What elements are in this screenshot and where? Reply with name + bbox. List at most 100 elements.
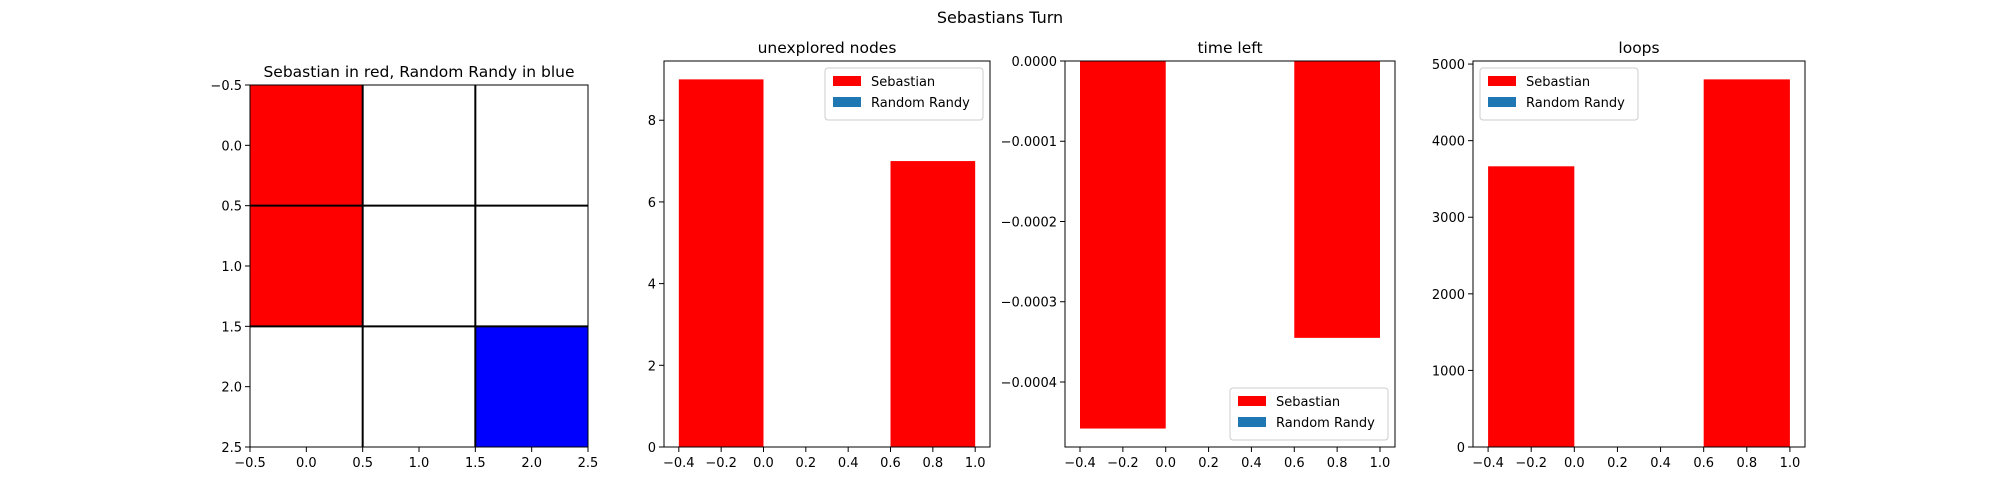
- x-tick-label: 0.4: [1241, 456, 1262, 471]
- grid-cell: [362, 326, 476, 447]
- y-tick-label: 2.0: [221, 381, 242, 396]
- x-tick-label: 0.5: [352, 456, 373, 471]
- x-tick-label: −0.4: [1472, 456, 1504, 471]
- x-tick-label: 0.8: [1736, 456, 1757, 471]
- legend-swatch: [833, 97, 861, 107]
- x-tick-label: 1.0: [965, 456, 986, 471]
- grid-cell: [250, 85, 363, 206]
- legend-swatch: [833, 76, 861, 86]
- y-tick-label: 4: [648, 278, 656, 293]
- legend-box: [1229, 387, 1389, 441]
- x-tick-label: 0.0: [1155, 456, 1176, 471]
- legend-label: Random Randy: [1526, 96, 1625, 111]
- grid-cell: [250, 326, 363, 447]
- y-tick-label: 1.0: [221, 260, 242, 275]
- x-tick-label: 1.0: [1780, 456, 1801, 471]
- x-tick-label: 0.0: [753, 456, 774, 471]
- grid-cell: [362, 205, 476, 327]
- y-tick-label: −0.0002: [1001, 215, 1057, 230]
- y-tick-label: 0: [1457, 441, 1465, 456]
- bar-chart-1: −0.4 −0.2 0.0 0.2 0.4 0.6 0.8 1.0 0 2 4 6 8 unexplore…: [648, 39, 991, 471]
- legend-swatch: [1238, 396, 1266, 406]
- legend-swatch: [1238, 417, 1266, 427]
- x-tick-label: −0.4: [1064, 456, 1096, 471]
- grid-cell: [362, 85, 476, 206]
- legend-box: [824, 67, 984, 121]
- axes-frame: [663, 60, 991, 448]
- x-tick-label: 0.6: [1693, 456, 1714, 471]
- x-tick-label: −0.2: [705, 456, 737, 471]
- y-tick-label: 2.5: [221, 441, 242, 456]
- y-tick-label: −0.0003: [1001, 296, 1057, 311]
- bar-chart-3: −0.4 −0.2 0.0 0.2 0.4 0.6 0.8 1.0 0 1000 2000 3000 4…: [1432, 39, 1806, 471]
- legend-swatch: [1488, 97, 1516, 107]
- legend-label: Random Randy: [871, 96, 970, 111]
- bar-sebastian: [890, 161, 976, 447]
- y-tick-label: 0.0000: [1012, 55, 1058, 70]
- y-tick-label: 2: [648, 359, 656, 374]
- bar-sebastian: [1294, 61, 1380, 338]
- y-tick-label: 4000: [1432, 135, 1465, 150]
- grid-cell: [475, 326, 588, 447]
- legend-label: Random Randy: [1276, 416, 1375, 431]
- chart-title: time left: [1197, 39, 1262, 57]
- x-tick-label: 0.2: [795, 456, 816, 471]
- x-tick-label: 0.6: [880, 456, 901, 471]
- x-tick-label: 2.5: [578, 456, 599, 471]
- axes-frame: [1472, 60, 1806, 448]
- y-tick-label: −0.0004: [1001, 376, 1057, 391]
- x-tick-label: 0.8: [923, 456, 944, 471]
- y-tick-label: 2000: [1432, 288, 1465, 303]
- x-tick-label: 0.0: [1564, 456, 1585, 471]
- y-tick-label: −0.0001: [1001, 135, 1057, 150]
- x-tick-label: 1.5: [465, 456, 486, 471]
- x-tick-label: 0.6: [1284, 456, 1305, 471]
- legend-swatch: [1488, 76, 1516, 86]
- bar-sebastian: [678, 79, 764, 447]
- x-tick-label: 0.0: [296, 456, 317, 471]
- x-tick-label: −0.2: [1107, 456, 1139, 471]
- axes-frame: [1064, 60, 1396, 448]
- grid-cell: [475, 205, 588, 327]
- y-tick-label: 0.0: [221, 139, 242, 154]
- legend-box: [1479, 67, 1639, 121]
- bar-chart-2: −0.4 −0.2 0.0 0.2 0.4 0.6 0.8 1.0 0.0000 −0.0001 −…: [1001, 39, 1396, 471]
- x-tick-label: 0.8: [1327, 456, 1348, 471]
- x-tick-label: −0.2: [1515, 456, 1547, 471]
- y-tick-label: 8: [648, 114, 656, 129]
- legend-label: Sebastian: [1276, 395, 1340, 410]
- grid-chart: −0.5 0.0 0.5 1.0 1.5 2.0 2.5−0.50.00.51.01.52.…: [210, 63, 598, 471]
- legend: Sebastian Random Randy: [824, 67, 984, 121]
- x-tick-label: 0.4: [1650, 456, 1671, 471]
- chart-title: loops: [1618, 39, 1659, 57]
- x-tick-label: 0.4: [838, 456, 859, 471]
- y-tick-label: 0: [648, 441, 656, 456]
- grid-cell: [475, 85, 588, 206]
- x-tick-label: 0.2: [1198, 456, 1219, 471]
- x-tick-label: 1.0: [1370, 456, 1391, 471]
- x-tick-label: 2.0: [521, 456, 542, 471]
- chart-title: unexplored nodes: [758, 39, 897, 57]
- bar-sebastian: [1080, 61, 1166, 429]
- legend: Sebastian Random Randy: [1229, 387, 1389, 441]
- legend-label: Sebastian: [1526, 75, 1590, 90]
- y-tick-label: 6: [648, 196, 656, 211]
- y-tick-label: 1000: [1432, 364, 1465, 379]
- bar-sebastian: [1488, 166, 1575, 447]
- x-tick-label: −0.4: [663, 456, 695, 471]
- y-tick-label: 5000: [1432, 58, 1465, 73]
- grid-cell: [250, 205, 363, 327]
- y-tick-label: 1.5: [221, 320, 242, 335]
- x-tick-label: 1.0: [409, 456, 430, 471]
- x-tick-label: −0.5: [234, 456, 266, 471]
- y-tick-label: −0.5: [210, 79, 242, 94]
- y-tick-label: 0.5: [221, 200, 242, 215]
- chart-title: Sebastian in red, Random Randy in blue: [263, 63, 574, 81]
- legend-label: Sebastian: [871, 75, 935, 90]
- figure-title: Sebastians Turn: [937, 8, 1063, 27]
- legend: Sebastian Random Randy: [1479, 67, 1639, 121]
- x-tick-label: 0.2: [1607, 456, 1628, 471]
- y-tick-label: 3000: [1432, 211, 1465, 226]
- bar-sebastian: [1703, 79, 1790, 447]
